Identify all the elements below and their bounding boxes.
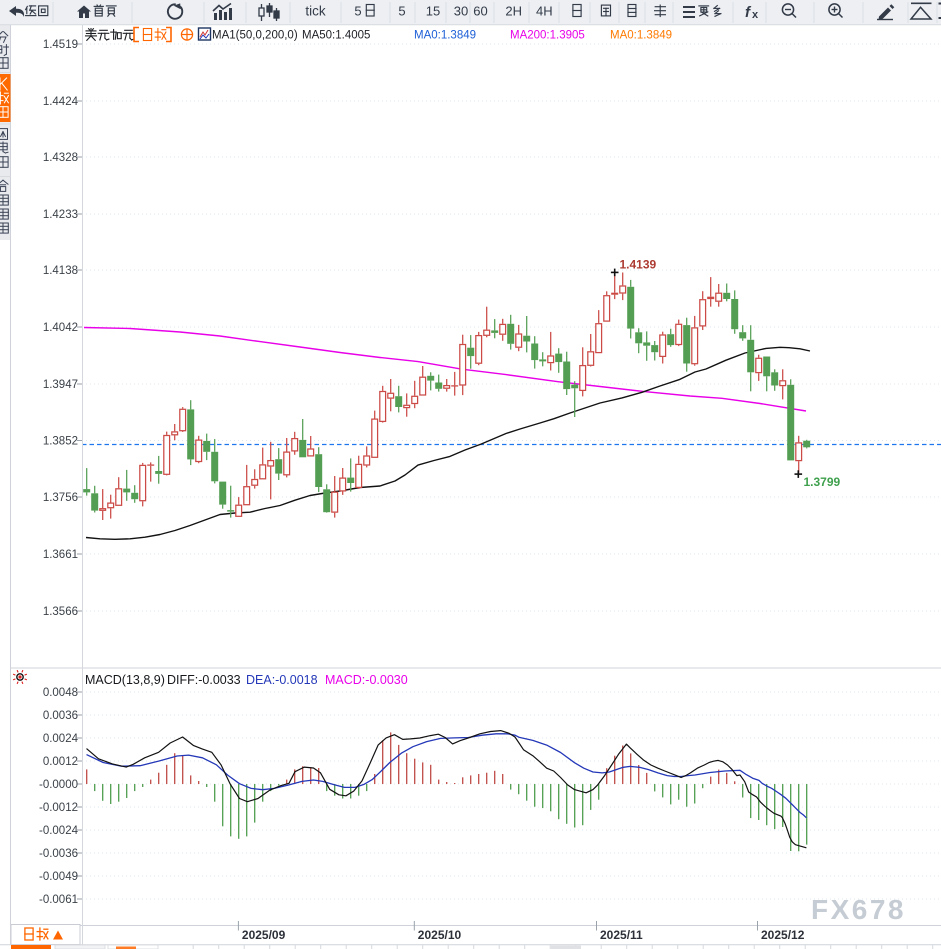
svg-text:0.0012: 0.0012 [43, 756, 78, 768]
svg-text:MACD:-0.0030: MACD:-0.0030 [325, 673, 408, 687]
svg-text:2H: 2H [505, 4, 522, 19]
svg-text:2025/10: 2025/10 [418, 928, 462, 942]
svg-text:-0.0012: -0.0012 [39, 802, 78, 814]
svg-text:0.0036: 0.0036 [43, 710, 78, 722]
svg-text:1.3566: 1.3566 [43, 606, 78, 618]
svg-text:MA1(50,0,200,0): MA1(50,0,200,0) [212, 30, 298, 42]
svg-text:x: x [752, 9, 759, 21]
svg-text:MA50:1.4005: MA50:1.4005 [302, 30, 370, 42]
svg-text:DEA:-0.0018: DEA:-0.0018 [246, 673, 318, 687]
svg-text:1.3799: 1.3799 [804, 475, 841, 489]
svg-text:0.0024: 0.0024 [43, 733, 79, 745]
svg-text:-0.0024: -0.0024 [39, 825, 79, 837]
svg-text:-0.0036: -0.0036 [39, 848, 78, 860]
svg-text:-0.0049: -0.0049 [39, 871, 78, 883]
svg-text:1.4519: 1.4519 [43, 39, 78, 51]
svg-text:1.3947: 1.3947 [43, 379, 78, 391]
svg-text:-0.0061: -0.0061 [39, 894, 78, 906]
svg-text:60: 60 [473, 4, 487, 19]
svg-text:1.4138: 1.4138 [43, 265, 78, 277]
svg-text:2025/11: 2025/11 [600, 928, 643, 942]
svg-text:f: f [745, 4, 752, 21]
svg-text:MA0:1.3849: MA0:1.3849 [610, 30, 672, 42]
svg-text:15: 15 [426, 4, 440, 19]
svg-text:1.4424: 1.4424 [43, 96, 79, 108]
svg-text:1.4233: 1.4233 [43, 209, 78, 221]
svg-text:1.4042: 1.4042 [43, 322, 78, 334]
svg-text:MACD(13,8,9): MACD(13,8,9) [85, 673, 165, 687]
svg-text:2025/12: 2025/12 [761, 928, 805, 942]
svg-text:DIFF:-0.0033: DIFF:-0.0033 [167, 673, 241, 687]
svg-text:1.3852: 1.3852 [43, 436, 78, 448]
svg-text:MA200:1.3905: MA200:1.3905 [510, 30, 585, 42]
svg-text:5: 5 [398, 4, 405, 19]
svg-text:1.3756: 1.3756 [43, 492, 78, 504]
svg-text:1.3661: 1.3661 [43, 549, 78, 561]
svg-text:0.0048: 0.0048 [43, 687, 78, 699]
svg-text:4H: 4H [536, 4, 553, 19]
svg-text:30: 30 [454, 4, 468, 19]
svg-text:5: 5 [354, 4, 361, 19]
svg-text:1.4328: 1.4328 [43, 152, 78, 164]
svg-text:-0.0000: -0.0000 [39, 779, 78, 791]
svg-text:MA0:1.3849: MA0:1.3849 [414, 30, 476, 42]
svg-text:1.4139: 1.4139 [620, 258, 657, 272]
svg-text:2025/09: 2025/09 [242, 928, 286, 942]
svg-text:tick: tick [305, 4, 326, 19]
svg-text:FX678: FX678 [811, 894, 906, 925]
